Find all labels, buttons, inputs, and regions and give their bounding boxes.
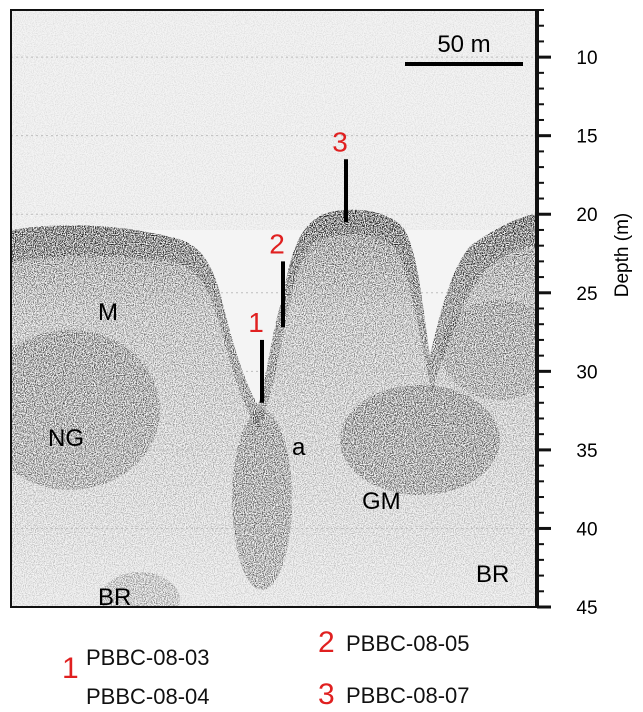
core-number-2: 2 xyxy=(269,228,285,259)
region-label-m: M xyxy=(98,299,118,326)
sediment-body xyxy=(11,209,537,607)
right-dark-zone xyxy=(440,300,537,400)
core-markers: 1 2 3 xyxy=(248,126,348,403)
legend-group-2-label: PBBC-08-05 xyxy=(346,631,470,656)
region-label-a: a xyxy=(292,434,306,461)
legend-group-3-label: PBBC-08-07 xyxy=(346,683,470,708)
gm-dark-zone xyxy=(340,385,500,495)
region-label-br-left: BR xyxy=(98,584,131,611)
core-number-3: 3 xyxy=(332,126,348,157)
echo-texture xyxy=(11,10,537,607)
depth-tick-label-45: 45 xyxy=(576,598,597,619)
core-number-1: 1 xyxy=(248,307,264,338)
legend-group-1-line-1: PBBC-08-03 xyxy=(86,645,210,670)
legend-group-3-number: 3 xyxy=(318,678,335,711)
region-label-br-right: BR xyxy=(476,561,509,588)
depth-tick-label-10: 10 xyxy=(576,48,597,69)
br-left-dark-zone xyxy=(100,572,180,607)
legend-group-1-number: 1 xyxy=(62,652,79,685)
depth-tick-label-20: 20 xyxy=(576,205,597,226)
region-label-ng: NG xyxy=(48,425,84,452)
region-label-gm: GM xyxy=(362,488,401,515)
depth-tick-label-30: 30 xyxy=(576,362,597,383)
channel-dark-zone xyxy=(232,410,292,590)
depth-axis-ticks: 10 15 20 25 30 35 40 45 xyxy=(537,9,598,619)
scale-bar-label: 50 m xyxy=(437,31,490,58)
depth-tick-label-35: 35 xyxy=(576,441,597,462)
depth-axis-label: Depth (m) xyxy=(612,213,633,297)
depth-tick-label-25: 25 xyxy=(576,284,597,305)
legend-group-2-number: 2 xyxy=(318,626,335,659)
legend-group-1-line-2: PBBC-08-04 xyxy=(86,684,210,709)
seafloor-band xyxy=(11,209,537,430)
depth-tick-label-15: 15 xyxy=(576,127,597,148)
depth-tick-label-40: 40 xyxy=(576,519,597,540)
